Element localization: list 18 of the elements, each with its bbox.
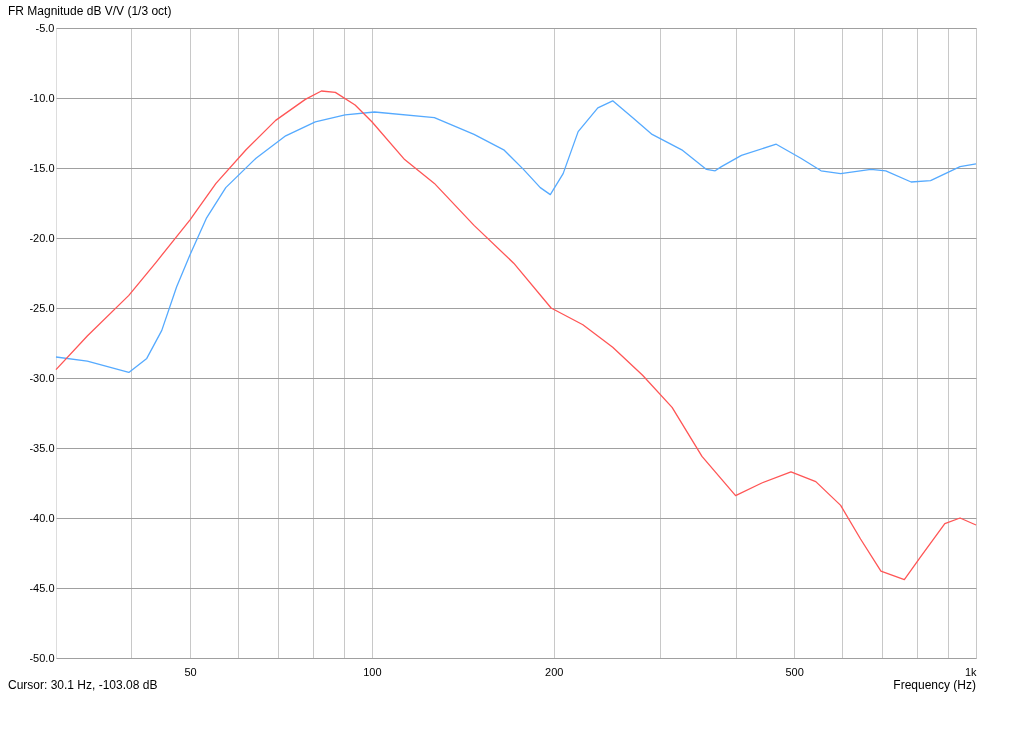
- x-axis-title: Frequency (Hz): [893, 678, 976, 692]
- chart-title: FR Magnitude dB V/V (1/3 oct): [8, 4, 172, 18]
- x-tick-label: 200: [545, 665, 564, 678]
- y-tick-label: -10.0: [29, 91, 55, 104]
- x-tick-label: 1k: [964, 665, 977, 678]
- y-tick-label: -40.0: [29, 511, 55, 524]
- x-tick-label: 500: [785, 665, 804, 678]
- x-tick-label: 50: [184, 665, 197, 678]
- y-tick-label: -5.0: [35, 21, 55, 34]
- y-tick-label: -45.0: [29, 581, 55, 594]
- y-tick-label: -15.0: [29, 161, 55, 174]
- y-tick-label: -20.0: [29, 231, 55, 244]
- y-tick-label: -35.0: [29, 441, 55, 454]
- x-tick-label: 100: [363, 665, 382, 678]
- text: Cursor: 30.1 Hz, -103.08 dB: [8, 678, 158, 692]
- y-tick-label: -25.0: [29, 301, 55, 314]
- y-tick-label: -50.0: [29, 651, 55, 664]
- y-tick-label: -30.0: [29, 371, 55, 384]
